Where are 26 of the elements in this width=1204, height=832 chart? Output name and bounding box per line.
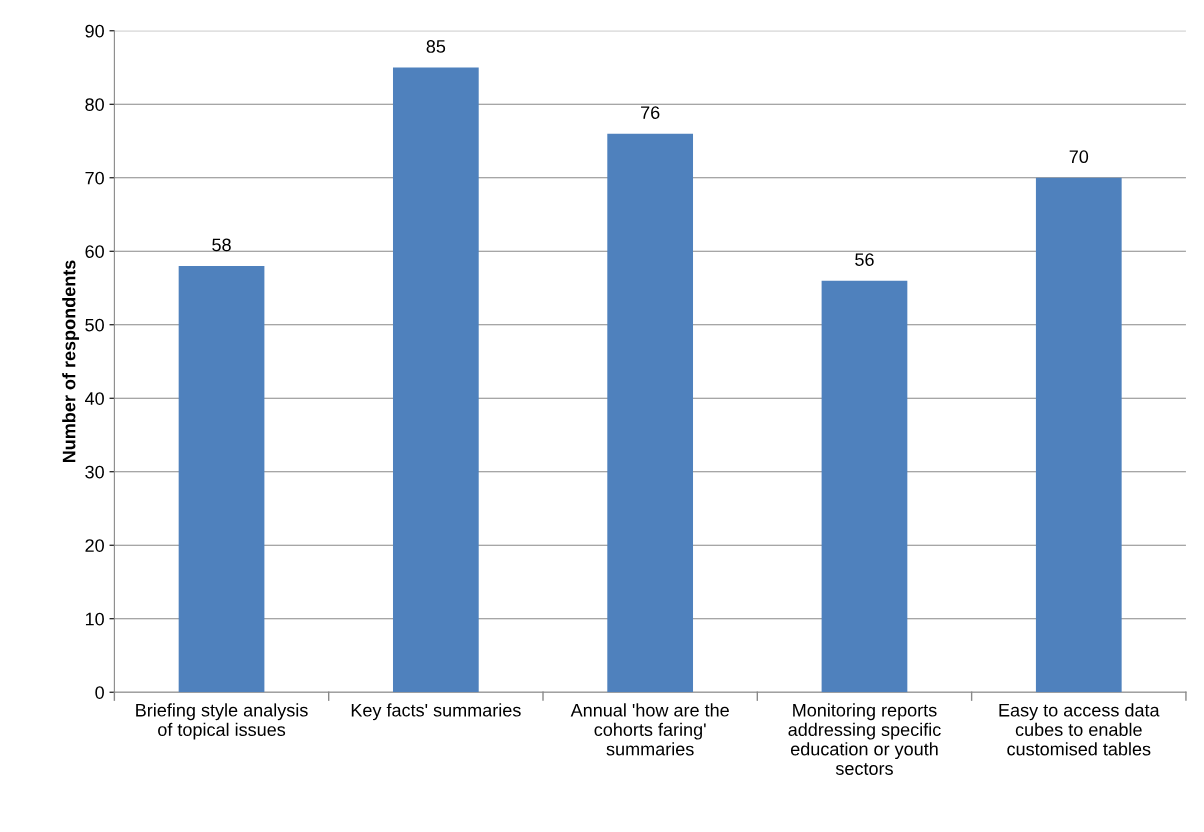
y-tick-label: 0 (95, 686, 104, 699)
x-tick-label: Briefing style analysis of topical issues (136, 703, 308, 740)
y-tick-label: 10 (85, 612, 104, 626)
y-tick-label: 60 (85, 245, 104, 258)
y-tick-label: 40 (84, 392, 104, 405)
y-tick-label: 80 (85, 98, 104, 111)
y-tick-label: 70 (85, 171, 104, 185)
x-tick-label: Annual 'how are the cohorts faring' summaries (570, 703, 729, 756)
data-label: 70 (1069, 150, 1089, 164)
bar (1035, 177, 1122, 693)
y-tick-label: 30 (85, 465, 104, 479)
bar (821, 280, 908, 693)
y-tick-label: 20 (85, 539, 104, 552)
data-label: 85 (426, 40, 446, 53)
data-label: 76 (641, 106, 660, 119)
x-tick-label: Easy to access data cubes to enable customised tables (999, 703, 1160, 756)
data-label: 58 (212, 238, 231, 252)
y-tick-label: 90 (85, 24, 104, 38)
y-axis-title: Number of respondents (62, 260, 80, 463)
x-tick-label: Key facts' summaries (351, 703, 521, 721)
x-tick-label: Monitoring reports addressing specific education or youth sectors (788, 703, 941, 775)
data-label: 56 (855, 253, 874, 266)
bar (607, 133, 694, 693)
y-tick-label: 50 (85, 318, 104, 332)
bar (178, 265, 265, 693)
bar (392, 67, 479, 693)
